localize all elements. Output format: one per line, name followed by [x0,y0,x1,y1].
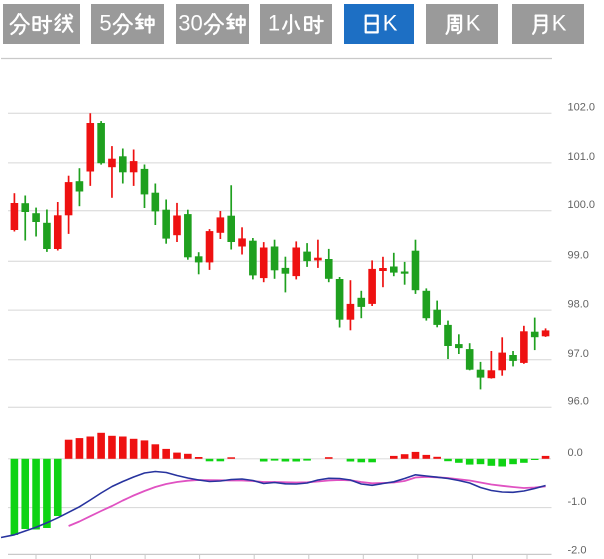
svg-text:101.0: 101.0 [568,151,596,163]
svg-text:K: K [552,11,567,36]
svg-text:98.0: 98.0 [568,298,589,310]
svg-text:K: K [466,11,481,36]
svg-text:K: K [383,11,398,36]
svg-text:-1.0: -1.0 [568,496,587,508]
svg-text:100.0: 100.0 [568,199,596,211]
svg-text:3: 3 [178,11,190,36]
svg-text:1: 1 [268,11,280,36]
svg-text:0.0: 0.0 [568,447,583,459]
svg-text:99.0: 99.0 [568,250,589,262]
svg-text:0: 0 [191,11,203,36]
svg-text:102.0: 102.0 [568,102,596,114]
svg-text:5: 5 [99,11,111,36]
svg-text:-2.0: -2.0 [568,545,587,557]
svg-text:96.0: 96.0 [568,396,589,408]
svg-text:97.0: 97.0 [568,348,589,360]
